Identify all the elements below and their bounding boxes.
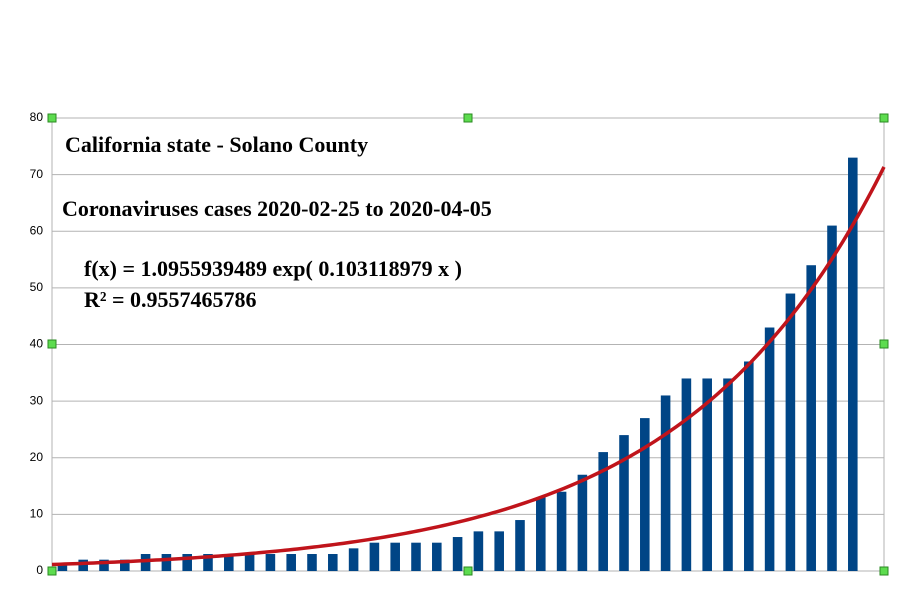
bar — [827, 225, 837, 571]
bar — [806, 265, 816, 571]
bar — [390, 542, 400, 571]
bar — [244, 554, 255, 571]
bar — [556, 491, 567, 571]
bar — [515, 520, 525, 571]
handle — [47, 566, 57, 576]
bar — [619, 435, 629, 571]
bar — [182, 554, 192, 571]
y-tick-label: 10 — [30, 507, 44, 521]
bar — [702, 378, 712, 571]
bar — [348, 548, 359, 571]
chart-subtitle: Coronaviruses cases 2020-02-25 to 2020-0… — [62, 196, 492, 221]
bar — [785, 293, 796, 571]
bar — [411, 542, 421, 571]
bar — [764, 327, 775, 571]
bar — [328, 554, 338, 571]
selection-handles — [47, 113, 889, 576]
y-tick-label: 80 — [30, 110, 44, 124]
grid: 0 10 20 30 40 50 60 70 80 — [30, 110, 884, 577]
bar — [224, 554, 234, 571]
chart-title: California state - Solano County — [65, 132, 368, 157]
bar — [598, 452, 608, 571]
y-tick-label: 70 — [30, 167, 44, 181]
handle — [879, 113, 889, 123]
bar — [265, 554, 276, 571]
y-tick-label: 60 — [30, 223, 44, 237]
bar — [161, 554, 172, 571]
y-tick-label: 30 — [30, 393, 44, 407]
bar — [848, 157, 858, 571]
bar — [452, 537, 463, 571]
bars — [57, 157, 858, 571]
bar — [57, 565, 68, 571]
handle — [463, 566, 473, 576]
y-tick-label: 20 — [30, 450, 44, 464]
handle — [47, 113, 57, 123]
bar — [494, 531, 504, 571]
equation: f(x) = 1.0955939489 exp( 0.103118979 x ) — [84, 256, 462, 281]
bar — [536, 497, 546, 571]
y-tick-label: 50 — [30, 280, 44, 294]
trend — [51, 166, 886, 567]
y-tick-label: 0 — [36, 563, 43, 577]
bar — [307, 554, 317, 571]
bar — [99, 559, 109, 571]
handle — [879, 339, 889, 349]
bar — [577, 474, 588, 571]
trend-line — [51, 166, 886, 567]
bar — [286, 554, 296, 571]
handle — [879, 566, 889, 576]
bar — [744, 361, 754, 571]
bar — [660, 395, 671, 571]
y-tick-label: 40 — [30, 337, 44, 351]
bar — [78, 559, 88, 571]
bar — [369, 542, 380, 571]
bar — [203, 554, 213, 571]
handle — [47, 339, 57, 349]
bar — [640, 418, 650, 571]
bar — [120, 559, 130, 571]
bar — [140, 554, 151, 571]
bar — [432, 542, 442, 571]
bar — [473, 531, 484, 571]
bar — [681, 378, 692, 571]
handle — [463, 113, 473, 123]
r-squared: R² = 0.9557465786 — [84, 287, 257, 312]
bar — [723, 378, 733, 571]
